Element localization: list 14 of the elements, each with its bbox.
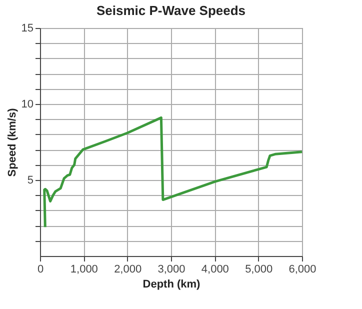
x-tick-label: 4,000	[201, 264, 229, 276]
x-tick-label: 1,000	[70, 264, 98, 276]
x-tick-label: 6,000	[288, 264, 316, 276]
x-tick-label: 3,000	[158, 264, 186, 276]
y-tick-label: 10	[21, 98, 34, 110]
y-tick-label: 15	[21, 22, 34, 34]
chart-title: Seismic P-Wave Speeds	[96, 3, 246, 18]
x-tick-label: 2,000	[114, 264, 142, 276]
x-axis-title: Depth (km)	[142, 278, 201, 290]
y-axis-title: Speed (km/s)	[6, 108, 18, 177]
x-tick-label: 0	[37, 264, 44, 276]
x-tick-label: 5,000	[245, 264, 273, 276]
line-series	[43, 116, 304, 228]
y-tick-label: 5	[27, 174, 34, 186]
